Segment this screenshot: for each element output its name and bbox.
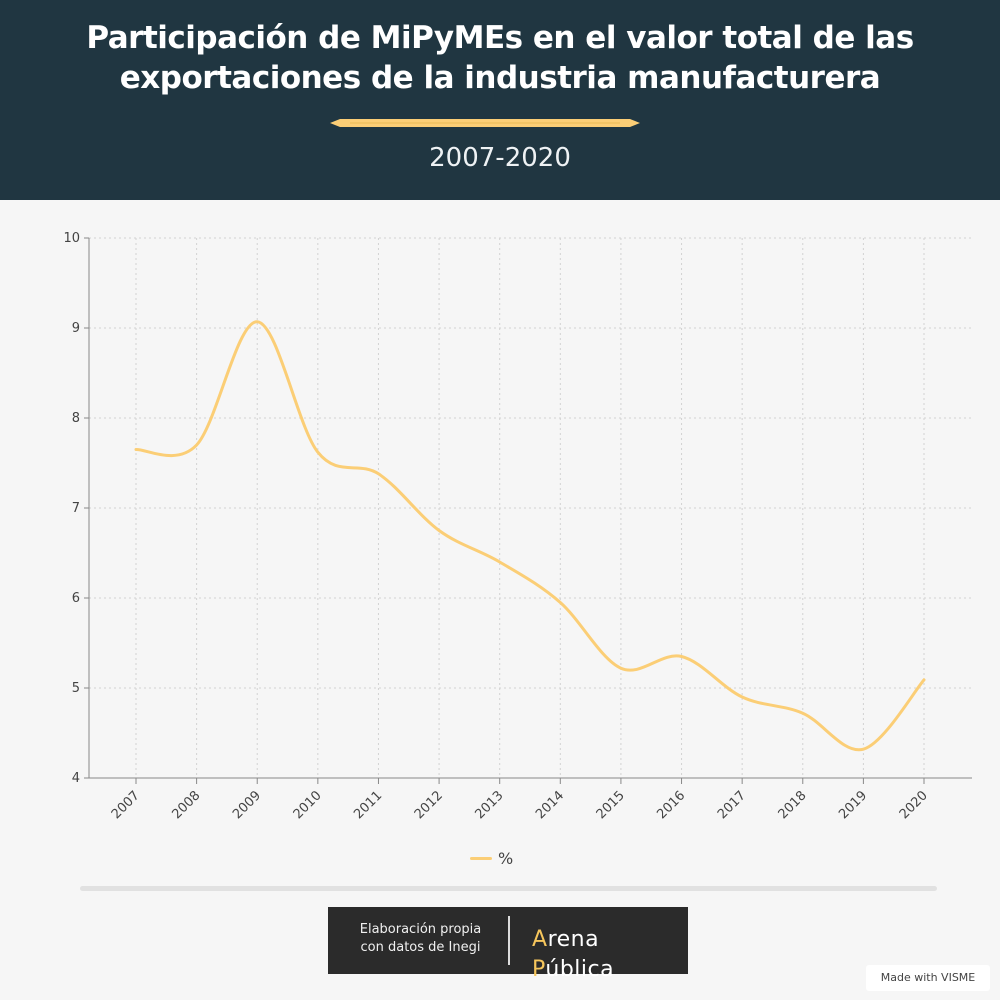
data-point [193, 441, 201, 449]
y-tick-label: 8 [72, 411, 80, 426]
x-axis-ticks: 2007 2008 2009 2010 2011 2012 2013 2014 2015 2016… [109, 778, 931, 822]
x-tick-label: 2008 [169, 788, 203, 822]
x-tick-label: 2016 [654, 788, 688, 822]
legend-label: % [498, 848, 514, 868]
chart-series [132, 318, 928, 753]
data-point [435, 527, 443, 535]
x-tick-label: 2010 [291, 788, 325, 822]
data-point [253, 318, 261, 326]
credit-line-1: Elaboración propia [359, 922, 482, 937]
x-tick-label: 2011 [351, 788, 385, 822]
x-tick-label: 2020 [897, 788, 931, 822]
visme-badge[interactable]: Made with VISME [866, 965, 990, 991]
legend-swatch [470, 856, 492, 860]
x-tick-label: 2007 [109, 788, 143, 822]
data-point [920, 676, 928, 684]
footer-divider [80, 886, 937, 891]
data-point [556, 599, 564, 607]
chart-grid [89, 237, 972, 778]
x-tick-label: 2014 [533, 788, 567, 822]
x-tick-label: 2019 [836, 788, 870, 822]
x-tick-label: 2009 [230, 788, 264, 822]
data-point [799, 709, 807, 717]
chart-legend[interactable]: % [470, 846, 513, 870]
header-banner: Participación de MiPyMEs en el valor tot… [0, 0, 1000, 200]
x-tick-label: 2012 [412, 788, 446, 822]
x-tick-label: 2013 [473, 788, 507, 822]
y-tick-label: 7 [72, 501, 80, 516]
data-point [132, 446, 140, 454]
y-tick-label: 5 [72, 681, 80, 696]
data-point [678, 653, 686, 661]
line-chart: 4 5 6 7 8 9 10 2007 2008 2009 2010 2011 2012 2013 201… [63, 231, 972, 822]
credit-box: Elaboración propia con datos de Inegi Ar… [328, 907, 688, 982]
y-tick-label: 9 [72, 321, 80, 336]
data-point [496, 558, 504, 566]
data-point [314, 448, 322, 456]
credit-text: Elaboración propia con datos de Inegi [338, 921, 503, 957]
series-line [134, 320, 926, 752]
y-axis-ticks: 4 5 6 7 8 9 10 [63, 231, 89, 786]
y-tick-label: 10 [63, 231, 80, 246]
x-tick-label: 2015 [594, 788, 628, 822]
data-point [859, 745, 867, 753]
pencil-divider-icon [330, 119, 640, 127]
x-tick-label: 2017 [715, 788, 749, 822]
chart-title: Participación de MiPyMEs en el valor tot… [86, 20, 914, 96]
data-point [617, 664, 625, 672]
y-tick-label: 4 [72, 771, 80, 786]
data-point [738, 693, 746, 701]
x-tick-label: 2018 [776, 788, 810, 822]
y-tick-label: 6 [72, 591, 80, 606]
chart-subtitle: 2007-2020 [429, 143, 571, 173]
data-point [374, 470, 382, 478]
brand-logo: Arena Pública [532, 927, 615, 982]
credit-line-2: con datos de Inegi [360, 940, 481, 955]
credit-separator [508, 916, 510, 965]
